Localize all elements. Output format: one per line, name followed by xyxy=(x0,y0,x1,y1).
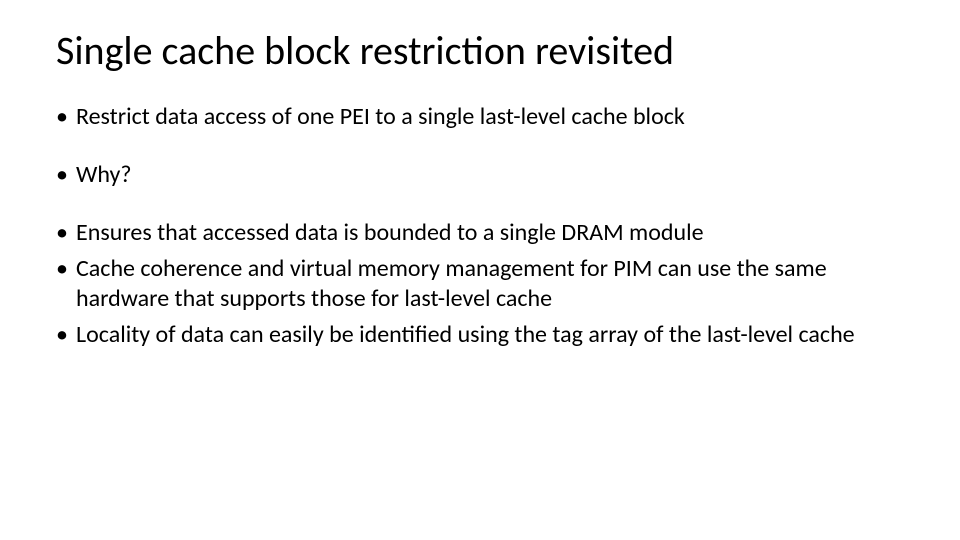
slide: Single cache block restriction revisited… xyxy=(0,0,960,540)
bullet-item: Ensures that accessed data is bounded to… xyxy=(56,218,904,248)
spacer xyxy=(56,196,904,218)
bullet-list: Why? xyxy=(56,160,904,190)
bullet-list: Restrict data access of one PEI to a sin… xyxy=(56,102,904,132)
bullet-item: Locality of data can easily be identifie… xyxy=(56,320,904,350)
bullet-item: Why? xyxy=(56,160,904,190)
bullet-item: Cache coherence and virtual memory manag… xyxy=(56,254,904,314)
bullet-list: Ensures that accessed data is bounded to… xyxy=(56,218,904,350)
bullet-item: Restrict data access of one PEI to a sin… xyxy=(56,102,904,132)
slide-title: Single cache block restriction revisited xyxy=(56,28,904,74)
spacer xyxy=(56,138,904,160)
